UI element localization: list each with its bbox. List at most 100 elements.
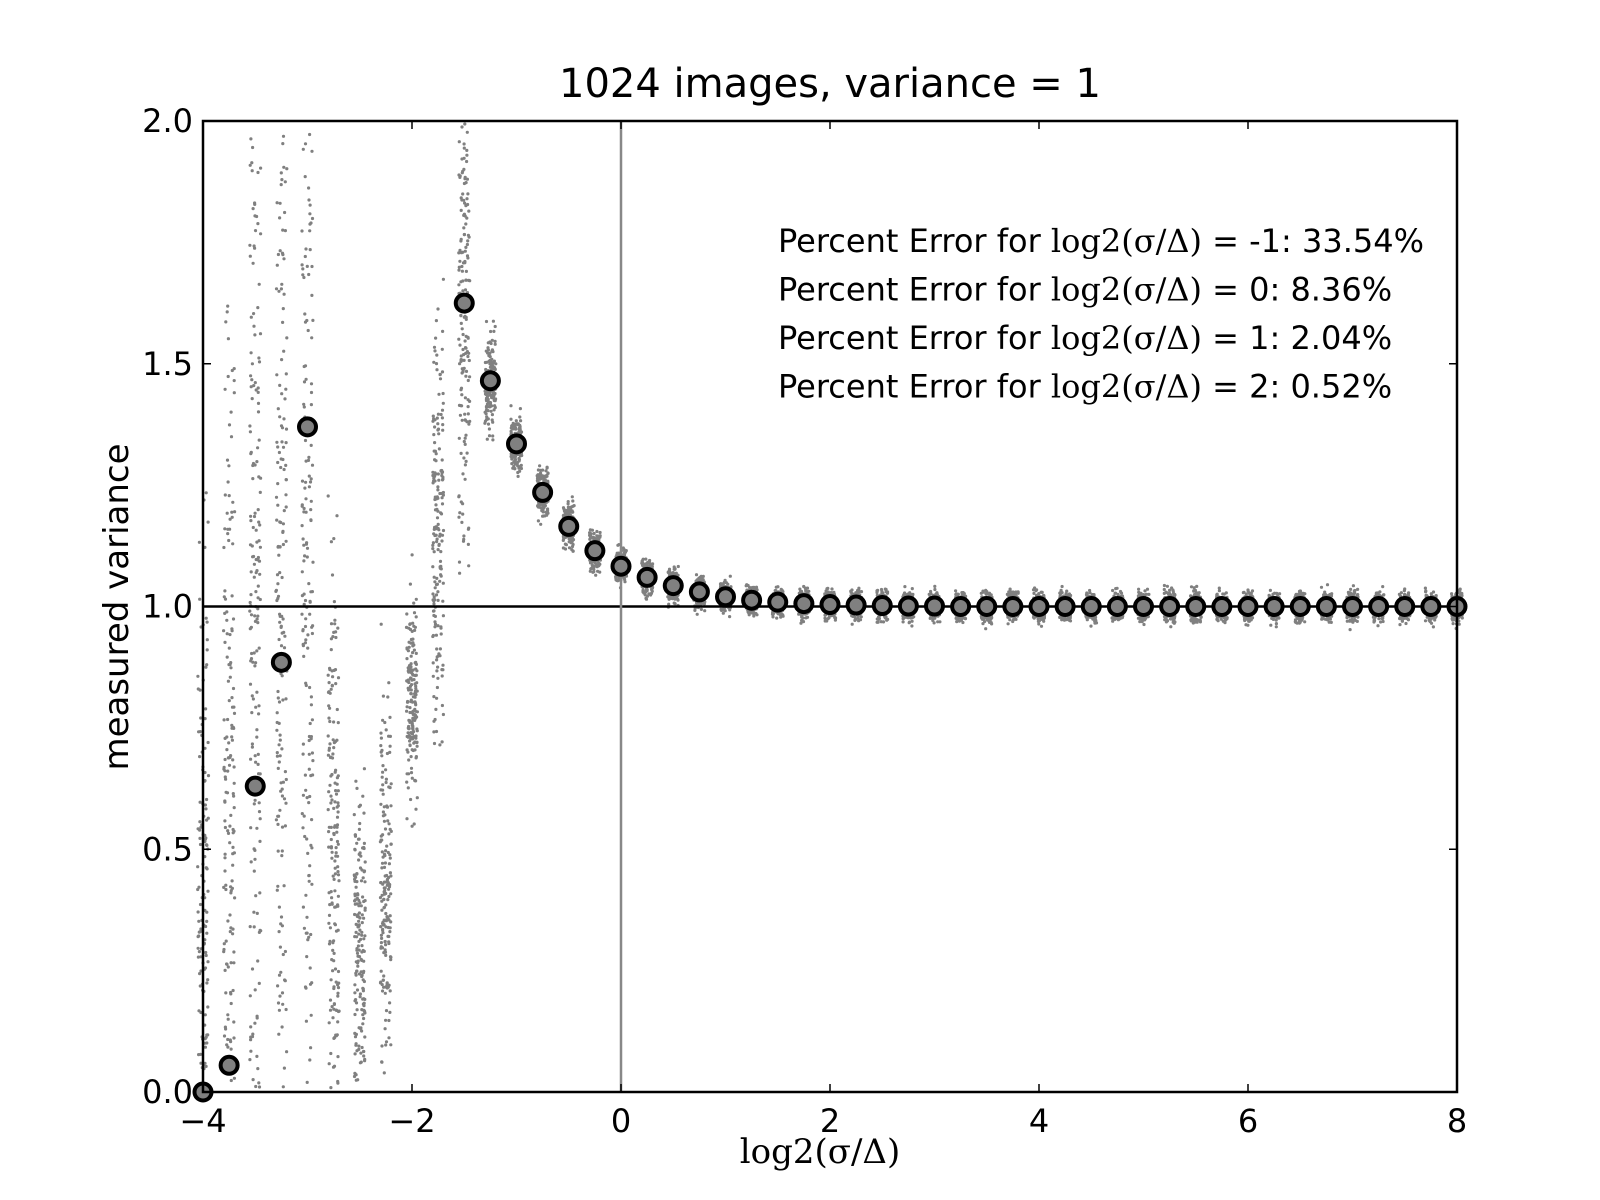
scatter-point	[462, 142, 466, 146]
scatter-point	[385, 981, 389, 985]
scatter-point	[596, 537, 600, 541]
scatter-point	[284, 493, 288, 497]
scatter-point	[331, 1016, 335, 1020]
scatter-point	[414, 709, 418, 713]
scatter-point	[353, 1012, 357, 1017]
scatter-point	[254, 760, 258, 764]
scatter-point	[804, 616, 808, 620]
scatter-point	[362, 1016, 366, 1021]
scatter-point	[254, 557, 258, 562]
scatter-point	[467, 209, 471, 213]
scatter-point	[249, 570, 253, 574]
scatter-point	[256, 596, 260, 600]
scatter-point	[883, 587, 887, 591]
scatter-point	[253, 202, 257, 206]
scatter-point	[438, 654, 442, 658]
scatter-point	[389, 782, 393, 786]
scatter-point	[233, 510, 237, 514]
scatter-point	[311, 560, 315, 564]
scatter-point	[381, 718, 385, 722]
scatter-point	[278, 994, 282, 998]
scatter-point	[432, 719, 436, 723]
scatter-point	[198, 972, 202, 976]
scatter-point	[329, 1051, 333, 1056]
scatter-point	[381, 814, 385, 818]
scatter-point	[251, 660, 255, 664]
scatter-point	[276, 984, 280, 988]
scatter-point	[306, 328, 310, 333]
scatter-point	[513, 422, 518, 426]
scatter-point	[460, 198, 464, 202]
scatter-point	[228, 930, 232, 934]
scatter-point	[255, 214, 259, 219]
scatter-point	[253, 333, 257, 337]
scatter-point	[282, 417, 286, 421]
scatter-point	[308, 864, 312, 868]
scatter-point	[255, 826, 259, 830]
scatter-point	[306, 938, 310, 942]
scatter-point	[467, 422, 471, 426]
scatter-point	[222, 629, 226, 633]
scatter-point	[409, 797, 413, 802]
scatter-point	[306, 458, 311, 462]
scatter-point	[276, 252, 280, 257]
scatter-point	[332, 1064, 337, 1068]
scatter-point	[229, 754, 233, 758]
scatter-point	[223, 493, 227, 497]
scatter-point	[381, 978, 385, 982]
scatter-point	[304, 617, 308, 621]
scatter-point	[278, 216, 282, 220]
scatter-point	[257, 356, 261, 360]
scatter-point	[256, 508, 260, 512]
scatter-point	[407, 726, 411, 731]
scatter-point	[409, 755, 413, 759]
scatter-point	[281, 445, 286, 449]
scatter-point	[305, 1080, 309, 1084]
scatter-point	[410, 553, 414, 557]
scatter-point	[440, 496, 444, 500]
scatter-point	[695, 612, 699, 616]
scatter-point	[388, 914, 392, 918]
scatter-point	[436, 590, 440, 594]
scatter-point	[255, 460, 259, 464]
scatter-point	[439, 511, 443, 515]
scatter-point	[466, 542, 470, 547]
scatter-point	[275, 373, 279, 377]
scatter-point	[431, 547, 435, 551]
scatter-point	[458, 362, 462, 366]
scatter-point	[277, 700, 282, 704]
scatter-point	[301, 752, 305, 756]
scatter-point	[253, 988, 257, 992]
scatter-point	[435, 416, 439, 420]
scatter-point	[197, 919, 201, 923]
scatter-point	[487, 427, 491, 431]
scatter-point	[468, 375, 472, 379]
scatter-point	[411, 651, 415, 655]
scatter-point	[518, 424, 522, 428]
scatter-point	[384, 777, 388, 781]
scatter-point	[309, 518, 313, 523]
scatter-point	[281, 307, 285, 311]
scatter-point	[519, 466, 524, 471]
scatter-point	[463, 442, 467, 446]
scatter-point	[467, 564, 471, 568]
scatter-point	[721, 611, 725, 615]
scatter-point	[938, 620, 942, 624]
scatter-point	[232, 1076, 236, 1080]
scatter-point	[363, 934, 367, 938]
scatter-point	[440, 408, 445, 412]
scatter-point	[301, 147, 305, 151]
scatter-point	[303, 834, 307, 839]
scatter-point	[436, 676, 440, 680]
scatter-point	[256, 607, 260, 611]
scatter-point	[592, 570, 596, 574]
scatter-point	[468, 279, 472, 283]
scatter-point	[359, 879, 364, 883]
scatter-point	[275, 711, 279, 715]
scatter-point	[463, 418, 467, 422]
scatter-point	[232, 1020, 236, 1024]
scatter-point	[307, 198, 311, 202]
scatter-point	[464, 269, 468, 273]
scatter-point	[413, 713, 418, 717]
scatter-point	[850, 622, 854, 626]
